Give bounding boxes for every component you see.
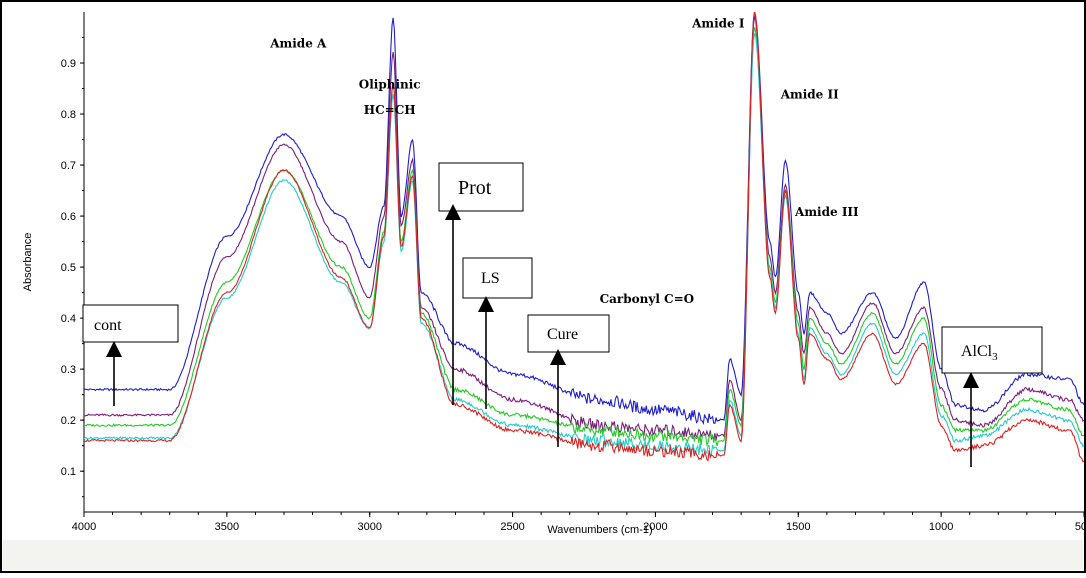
y-tick-label: 0.4 — [61, 313, 76, 325]
x-tick-label: 3000 — [357, 521, 381, 533]
band-annotation: Oliphinic — [359, 78, 421, 92]
x-axis-title: Wavenumbers (cm-1) — [547, 524, 652, 536]
label-cure-text: Cure — [547, 326, 578, 343]
x-tick-label: 500 — [1075, 521, 1086, 533]
spectrum-series-2 — [84, 15, 1085, 442]
label-cont: cont — [82, 304, 179, 343]
x-tick-label: 1500 — [786, 521, 810, 533]
spectrum-series-5 — [84, 12, 1085, 463]
label-ls-text: LS — [481, 270, 500, 287]
spectrum-series-1 — [84, 12, 1085, 426]
y-tick-label: 0.5 — [61, 262, 76, 274]
band-annotation: Amide I — [691, 16, 745, 30]
y-tick-label: 0.7 — [61, 160, 76, 172]
spectrum-series-3 — [84, 27, 1085, 447]
band-annotation: Amide III — [794, 205, 859, 219]
label-cure: Cure — [527, 314, 610, 353]
footer-strip — [3, 540, 1083, 570]
x-tick-label: 2000 — [643, 521, 667, 533]
x-tick-label: 1000 — [929, 521, 953, 533]
x-tick-label: 2500 — [500, 521, 524, 533]
band-annotation: Carbonyl C=O — [600, 292, 695, 306]
y-tick-label: 0.1 — [61, 466, 76, 478]
label-alcl3: AlCl3 — [941, 326, 1043, 374]
band-annotation: HC=CH — [364, 103, 416, 117]
label-ls: LS — [462, 257, 533, 299]
y-tick-label: 0.6 — [61, 211, 76, 223]
x-tick-label: 3500 — [215, 521, 239, 533]
y-tick-label: 0.3 — [61, 364, 76, 376]
x-tick-label: 4000 — [72, 521, 96, 533]
y-tick-label: 0.8 — [61, 109, 76, 121]
band-annotation: Amide II — [780, 88, 839, 102]
label-alcl3-text: AlCl3 — [961, 343, 998, 363]
label-prot: Prot — [438, 162, 524, 212]
y-tick-label: 0.2 — [61, 415, 76, 427]
label-cont-text: cont — [94, 317, 122, 334]
band-annotation: Amide A — [269, 37, 327, 51]
label-prot-text: Prot — [458, 177, 492, 199]
y-axis-title: Absorbance — [22, 233, 34, 292]
spectrum-series-4 — [84, 33, 1085, 458]
y-tick-label: 0.9 — [61, 58, 76, 70]
